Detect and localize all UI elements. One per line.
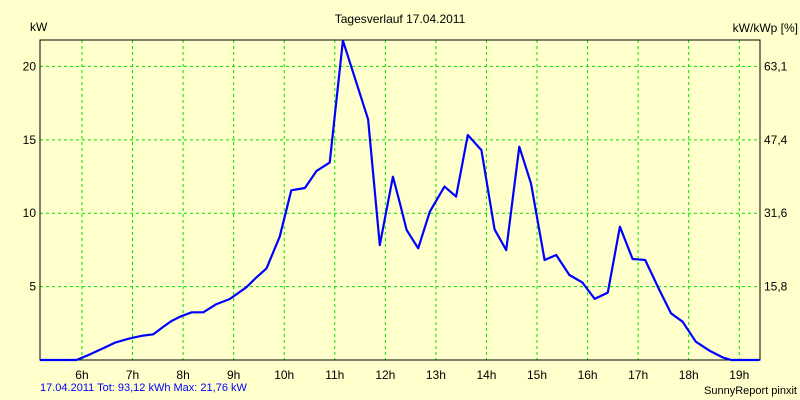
y-tick-label: 15	[23, 133, 37, 147]
x-tick-label: 14h	[476, 368, 496, 382]
x-tick-label: 7h	[126, 368, 139, 382]
x-tick-label: 8h	[176, 368, 189, 382]
y2-tick-label: 47,4	[764, 133, 788, 147]
x-tick-label: 12h	[375, 368, 395, 382]
x-tick-label: 9h	[227, 368, 240, 382]
plot-frame	[39, 39, 761, 361]
x-tick-label: 11h	[325, 368, 344, 382]
y-tick-label: 10	[23, 206, 37, 220]
y2-tick-label: 15,8	[764, 280, 788, 294]
y-tick-label: 5	[29, 280, 36, 294]
series-line	[40, 39, 760, 362]
y-axis-label: kW	[30, 20, 48, 34]
y2-axis-label: kW/kWp [%]	[732, 21, 798, 35]
y2-tick-label: 63,1	[764, 59, 788, 73]
y2-tick-label: 31,6	[764, 206, 788, 220]
credit-text: SunnyReport pinxit	[704, 385, 797, 397]
x-tick-label: 17h	[628, 368, 648, 382]
x-tick-label: 16h	[578, 368, 598, 382]
x-tick-label: 6h	[75, 368, 88, 382]
x-tick-label: 15h	[527, 368, 547, 382]
x-tick-label: 18h	[679, 368, 699, 382]
summary-text: 17.04.2011 Tot: 93,12 kWh Max: 21,76 kW	[40, 382, 247, 394]
chart-title: Tagesverlauf 17.04.2011	[334, 12, 466, 26]
x-tick-label: 19h	[729, 368, 749, 382]
x-tick-label: 10h	[274, 368, 294, 382]
x-tick-label: 13h	[426, 368, 446, 382]
y-tick-label: 20	[23, 59, 37, 73]
